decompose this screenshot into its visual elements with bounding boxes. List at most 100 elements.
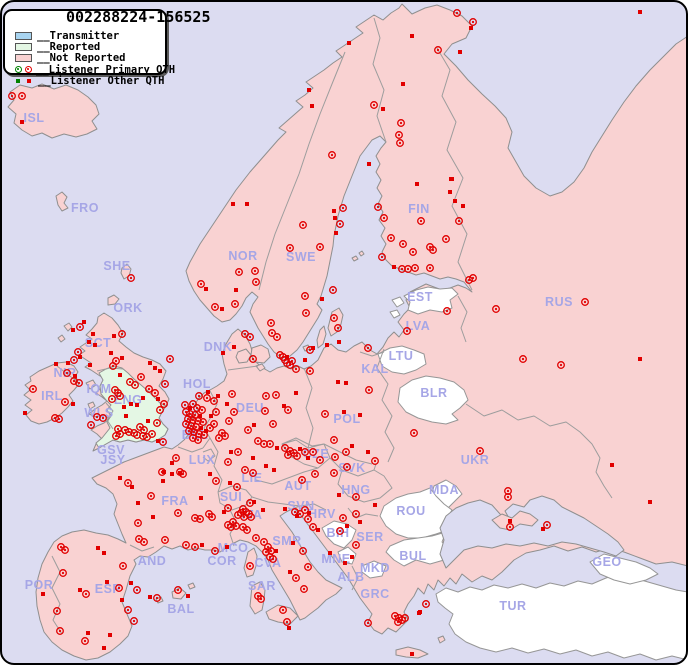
listener-primary-qth-marker: [206, 424, 214, 432]
country-label-sar: SAR: [248, 579, 276, 593]
listener-other-qth-marker: [135, 403, 139, 407]
listener-primary-qth-marker: [426, 264, 434, 272]
listener-primary-qth-marker: [246, 562, 254, 570]
country-label-jsy: JSY: [100, 453, 125, 467]
listener-other-qth-marker: [449, 177, 453, 181]
listener-primary-qth-marker: [304, 563, 312, 571]
listener-primary-qth-marker: [284, 406, 292, 414]
country-label-kal: KAL: [361, 362, 388, 376]
country-label-hol: HOL: [183, 377, 211, 391]
country-label-irl: IRL: [41, 389, 63, 403]
listener-primary-qth-marker: [29, 385, 37, 393]
listener-other-qth-marker: [231, 202, 235, 206]
listener-other-qth-marker: [252, 500, 256, 504]
listener-primary-qth-marker: [161, 380, 169, 388]
listener-other-qth-marker: [410, 652, 414, 656]
country-label-smr: SMR: [272, 534, 301, 548]
listener-other-qth-marker: [105, 580, 109, 584]
listener-primary-qth-marker: [127, 274, 135, 282]
listener-primary-qth-marker: [134, 519, 142, 527]
primary-qth-red-circle-icon: [25, 66, 32, 74]
listener-other-qth-marker: [303, 358, 307, 362]
listener-primary-qth-marker: [224, 504, 232, 512]
listener-other-qth-marker: [162, 470, 166, 474]
listener-other-qth-marker: [285, 355, 289, 359]
listener-other-qth-marker: [66, 361, 70, 365]
listener-primary-qth-marker: [378, 253, 386, 261]
listener-primary-qth-marker: [211, 547, 219, 555]
listener-primary-qth-marker: [371, 457, 379, 465]
country-label-svk: SVK: [338, 461, 365, 475]
listener-primary-qth-marker: [352, 510, 360, 518]
listener-primary-qth-marker: [394, 618, 402, 626]
country-label-ltu: LTU: [389, 349, 414, 363]
listener-other-qth-marker: [381, 107, 385, 111]
listener-other-qth-marker: [204, 287, 208, 291]
listener-primary-qth-marker: [241, 466, 249, 474]
listener-other-qth-marker: [272, 468, 276, 472]
legend-box: __Transmitter __Reported __Not Reported …: [3, 9, 175, 87]
listener-other-qth-marker: [325, 343, 329, 347]
listener-primary-qth-marker: [210, 397, 218, 405]
listener-primary-qth-marker: [262, 392, 270, 400]
listener-other-qth-marker: [130, 485, 134, 489]
listener-primary-qth-marker: [279, 606, 287, 614]
listener-other-qth-marker: [146, 419, 150, 423]
listener-other-qth-marker: [198, 414, 202, 418]
listener-other-qth-marker: [332, 209, 336, 213]
island-rhodes: [437, 635, 446, 644]
listener-primary-qth-marker: [334, 324, 342, 332]
island-orkney: [107, 294, 120, 306]
listener-other-qth-marker: [232, 345, 236, 349]
listener-other-qth-marker: [358, 413, 362, 417]
listener-other-qth-marker: [156, 439, 160, 443]
listener-other-qth-marker: [102, 646, 106, 650]
listener-primary-qth-marker: [249, 469, 257, 477]
listener-other-qth-marker: [453, 199, 457, 203]
listener-primary-qth-marker: [343, 463, 351, 471]
listener-other-qth-marker: [307, 88, 311, 92]
listener-primary-qth-marker: [268, 329, 276, 337]
other-qth-red-square-icon: [27, 78, 31, 83]
listener-other-qth-marker: [337, 340, 341, 344]
listener-primary-qth-marker: [298, 476, 306, 484]
primary-qth-green-circle-icon: [15, 66, 22, 74]
country-label-aut: AUT: [284, 479, 311, 493]
listener-other-qth-marker: [415, 182, 419, 186]
listener-primary-qth-marker: [252, 278, 260, 286]
listener-primary-qth-marker: [70, 356, 78, 364]
listener-primary-qth-marker: [339, 204, 347, 212]
estonian-islands: [389, 296, 405, 319]
listener-primary-qth-marker: [272, 391, 280, 399]
listener-other-qth-marker: [282, 404, 286, 408]
legend-row-primary-qth: __Listener Primary QTH: [15, 64, 175, 76]
listener-other-qth-marker: [306, 456, 310, 460]
listener-other-qth-marker: [108, 633, 112, 637]
listener-primary-qth-marker: [233, 483, 241, 491]
listener-primary-qth-marker: [352, 541, 360, 549]
listener-primary-qth-marker: [208, 513, 216, 521]
listener-primary-qth-marker: [321, 410, 329, 418]
listener-other-qth-marker: [118, 373, 122, 377]
legend-row-reported: __Reported: [15, 41, 165, 53]
country-label-fro: FRO: [71, 201, 99, 215]
country-label-deu: DEU: [236, 401, 264, 415]
listener-primary-qth-marker: [283, 618, 291, 626]
listener-other-qth-marker: [199, 496, 203, 500]
listener-primary-qth-marker: [300, 585, 308, 593]
listener-other-qth-marker: [264, 464, 268, 468]
listener-primary-qth-marker: [186, 410, 194, 418]
listener-other-qth-marker: [638, 357, 642, 361]
listener-primary-qth-marker: [133, 586, 141, 594]
listener-other-qth-marker: [129, 402, 133, 406]
listener-primary-qth-marker: [330, 314, 338, 322]
listener-primary-qth-marker: [184, 415, 192, 423]
listener-other-qth-marker: [410, 34, 414, 38]
listener-primary-qth-marker: [409, 248, 417, 256]
listener-primary-qth-marker: [453, 9, 461, 17]
listener-other-qth-marker: [328, 551, 332, 555]
listener-primary-qth-marker: [203, 394, 211, 402]
listener-primary-qth-marker: [342, 448, 350, 456]
